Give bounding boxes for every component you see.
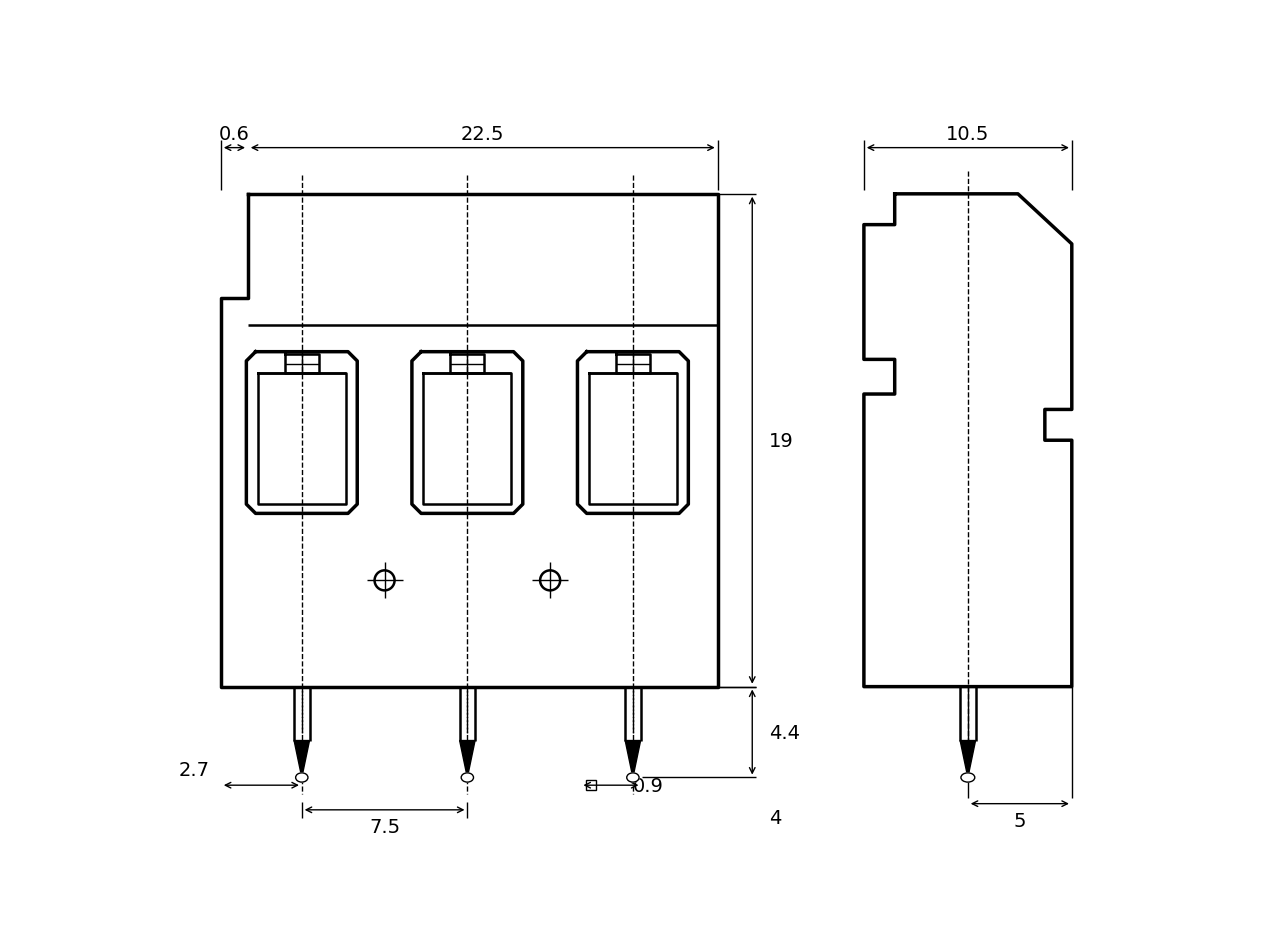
Ellipse shape (461, 773, 474, 782)
Text: 0.9: 0.9 (632, 776, 664, 795)
Bar (585, 781, 595, 790)
Ellipse shape (961, 773, 975, 782)
Polygon shape (960, 740, 975, 778)
Polygon shape (625, 740, 640, 778)
Text: 22.5: 22.5 (461, 125, 504, 144)
Text: 4: 4 (769, 809, 782, 827)
Text: 4.4: 4.4 (769, 723, 800, 741)
Text: 19: 19 (769, 431, 794, 450)
Polygon shape (294, 740, 310, 778)
Ellipse shape (296, 773, 308, 782)
Text: 7.5: 7.5 (369, 817, 401, 837)
Text: 2.7: 2.7 (178, 760, 210, 780)
Polygon shape (460, 740, 475, 778)
Text: 5: 5 (1014, 812, 1027, 830)
Text: 0.6: 0.6 (219, 125, 250, 144)
Ellipse shape (627, 773, 639, 782)
Text: 10.5: 10.5 (946, 125, 989, 144)
